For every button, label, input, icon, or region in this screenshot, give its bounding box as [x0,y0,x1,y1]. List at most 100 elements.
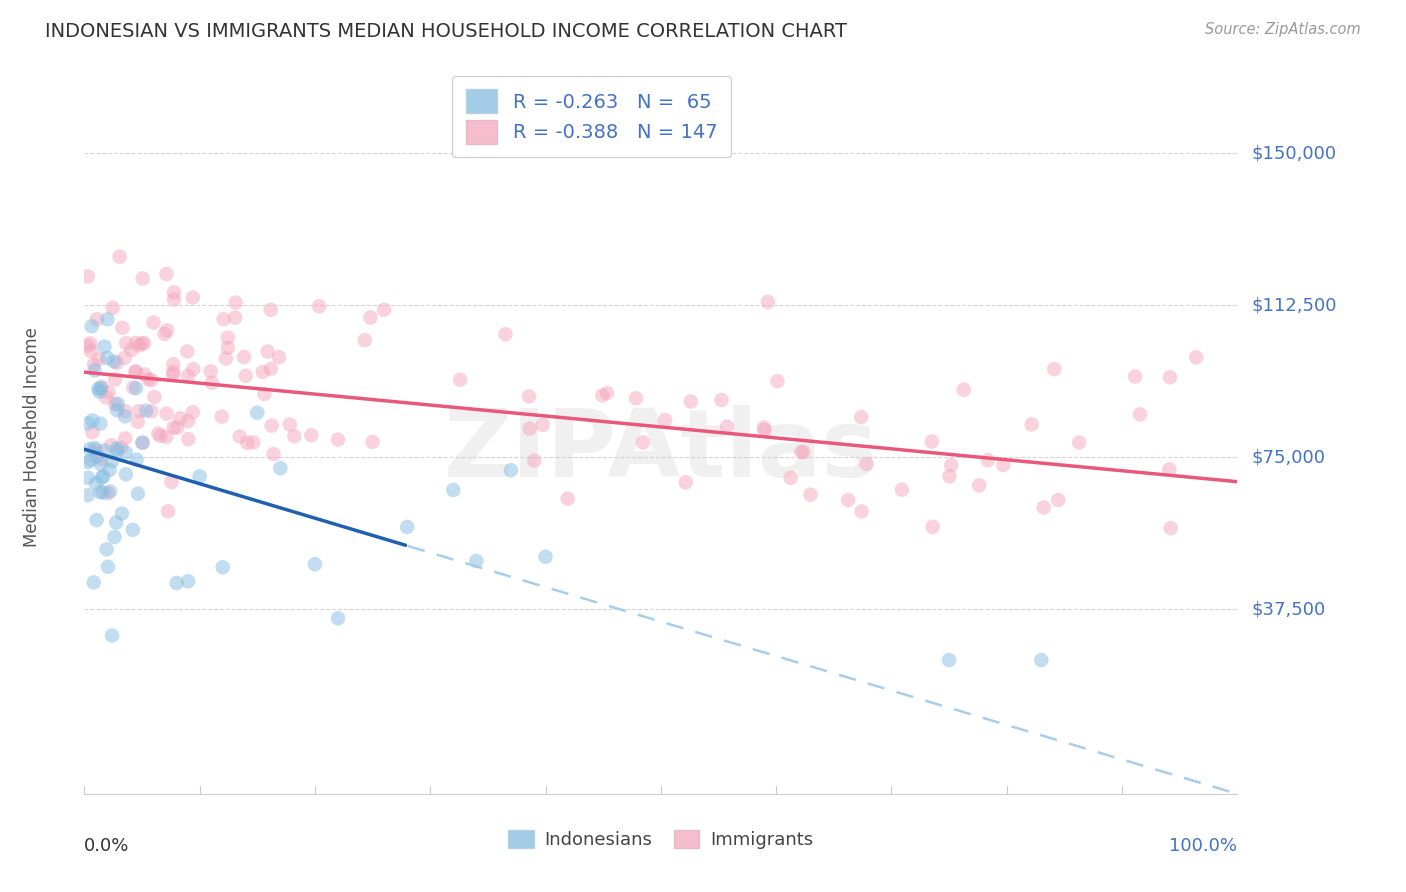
Point [754,423,776,437]
Point [83,358,105,372]
Point [108,250,131,264]
Point [201,376,224,390]
Point [229,429,252,443]
Point [155,430,177,444]
Point [1031,653,1053,667]
Point [396,520,419,534]
Point [1047,493,1070,508]
Point [134,368,156,382]
Point [557,491,579,506]
Point [125,452,148,467]
Point [135,403,157,417]
Text: $37,500: $37,500 [1251,600,1326,618]
Point [523,453,546,467]
Point [90,457,112,471]
Point [90,380,112,394]
Point [76,455,98,469]
Point [141,404,163,418]
Point [111,321,134,335]
Point [779,471,801,485]
Point [260,418,283,433]
Point [98,463,121,477]
Point [84,442,107,457]
Point [177,414,200,428]
Point [233,350,256,364]
Point [517,389,540,403]
Point [326,433,349,447]
Point [260,361,283,376]
Point [77,339,100,353]
Point [921,434,943,449]
Point [837,493,859,508]
Text: 100.0%: 100.0% [1170,837,1237,855]
Point [121,523,143,537]
Point [1159,370,1181,384]
Point [181,405,204,419]
Point [100,438,122,452]
Point [1043,362,1066,376]
Point [236,435,259,450]
Point [86,450,108,464]
Point [304,558,326,572]
Point [103,354,125,368]
Point [531,417,554,432]
Point [86,312,108,326]
Point [169,411,191,425]
Point [211,409,233,424]
Point [79,336,101,351]
Point [156,323,179,337]
Point [131,271,153,285]
Point [153,326,176,341]
Point [131,435,153,450]
Point [326,611,349,625]
Point [101,454,124,468]
Point [125,335,148,350]
Point [96,351,118,365]
Point [1123,369,1146,384]
Point [624,392,647,406]
Point [120,343,142,358]
Point [97,385,120,400]
Point [176,344,198,359]
Point [267,350,290,364]
Point [114,409,136,424]
Point [105,444,128,458]
Point [246,406,269,420]
Point [373,302,395,317]
Point [1185,351,1208,365]
Point [148,426,170,441]
Point [938,469,960,483]
Point [224,310,246,325]
Point [93,443,115,458]
Point [360,310,382,325]
Point [534,549,557,564]
Point [83,441,105,455]
Text: 0.0%: 0.0% [84,837,129,855]
Point [142,315,165,329]
Point [235,368,257,383]
Point [242,435,264,450]
Point [127,486,149,500]
Text: $112,500: $112,500 [1251,296,1337,314]
Point [181,362,204,376]
Point [104,372,127,386]
Point [82,425,104,440]
Point [115,336,138,351]
Point [115,467,138,482]
Point [83,363,105,377]
Point [97,559,120,574]
Point [710,392,733,407]
Point [96,312,118,326]
Point [215,351,238,366]
Point [799,488,821,502]
Point [111,507,134,521]
Point [105,356,128,370]
Text: Median Household Income: Median Household Income [24,327,42,547]
Point [851,410,873,425]
Point [163,285,186,300]
Point [76,269,98,284]
Point [211,560,233,574]
Point [252,365,274,379]
Point [163,420,186,434]
Point [138,372,160,386]
